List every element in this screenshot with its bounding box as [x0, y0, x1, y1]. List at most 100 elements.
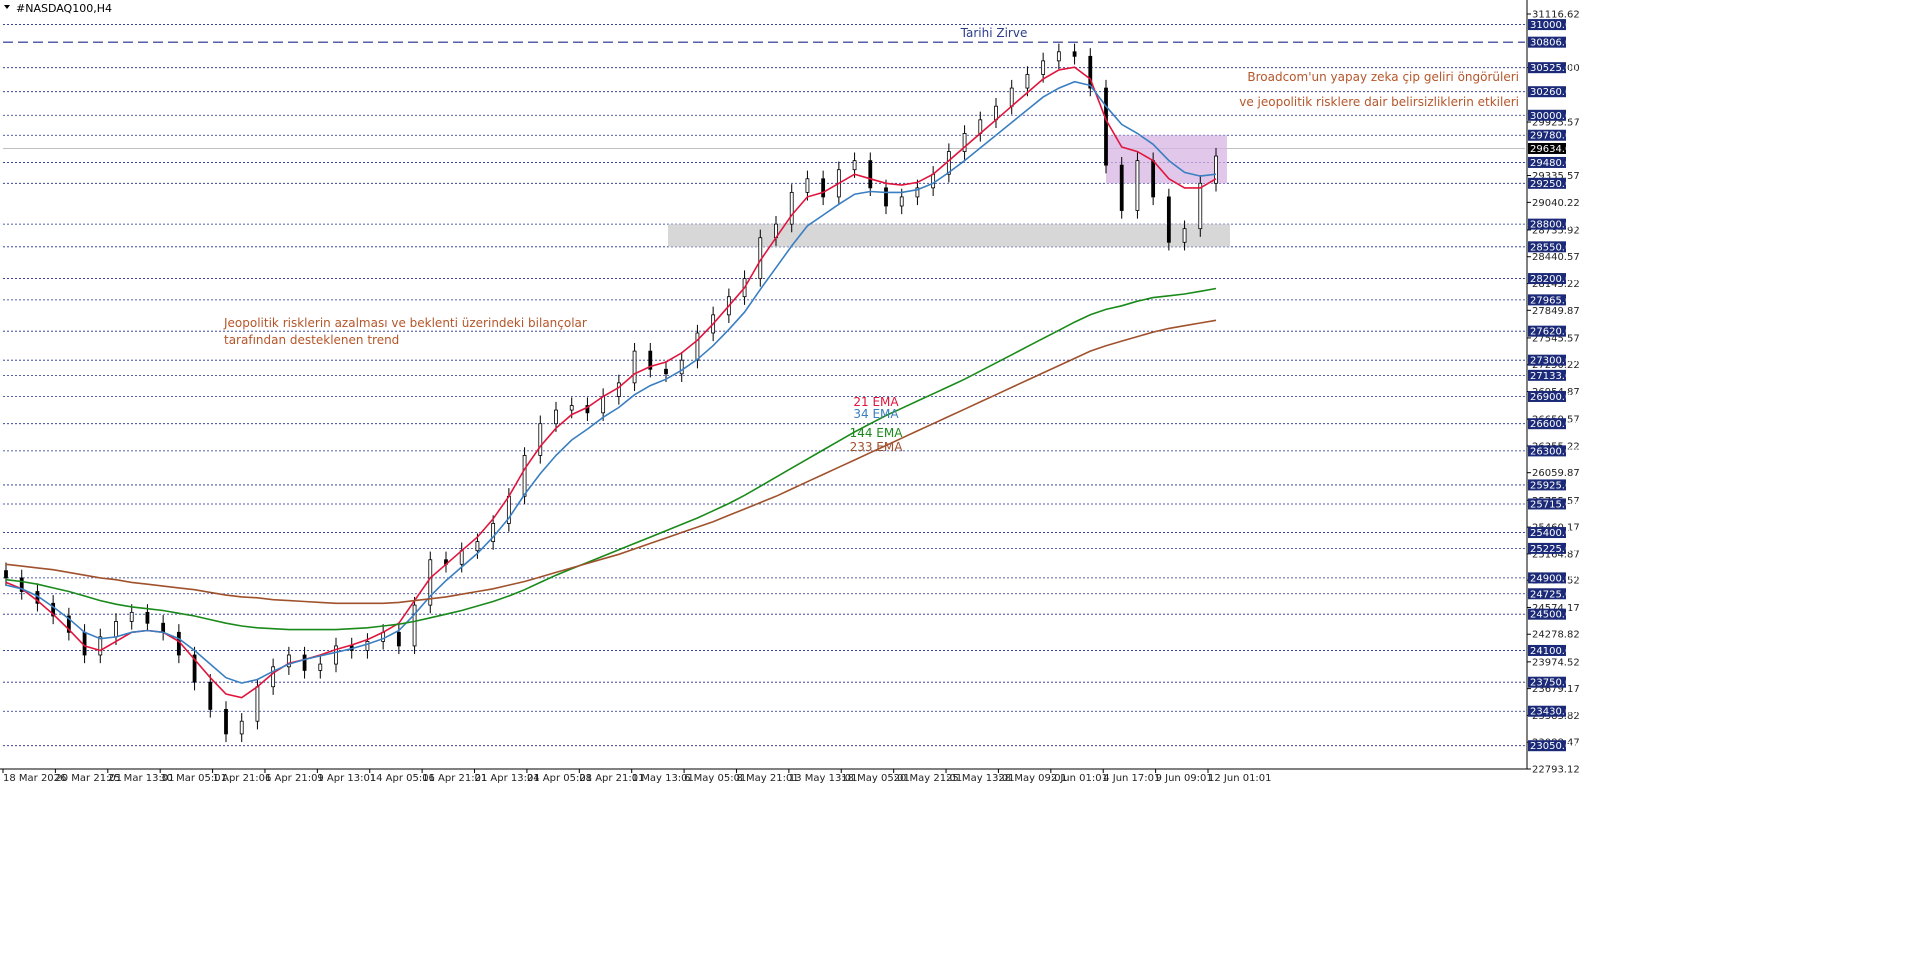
candle-body — [208, 681, 213, 710]
level-label-box — [1528, 218, 1566, 230]
legend-ema34: 34 EMA — [853, 407, 899, 421]
time-tick-label: 1 Apr 21:01 — [213, 773, 272, 784]
candle-body — [491, 523, 496, 543]
level-label-box — [1528, 241, 1566, 253]
time-tick-label: 9 Jun 09:01 — [1156, 773, 1213, 784]
candle-body — [475, 541, 480, 552]
candle-body — [129, 611, 134, 622]
legend-ema144: 144 EMA — [850, 426, 904, 440]
level-label-box — [1528, 418, 1566, 430]
candle-body — [632, 350, 637, 384]
level-label: 25925.00 — [1530, 480, 1578, 491]
candle-body — [66, 615, 71, 633]
time-tick-label: 25 Mar 13:01 — [108, 773, 175, 784]
level-label-box — [1528, 572, 1566, 584]
time-tick-label: 6 Apr 21:01 — [265, 773, 324, 784]
candle-body — [51, 602, 56, 617]
candle-body — [302, 654, 307, 671]
level-label: 26900.00 — [1530, 392, 1578, 403]
level-label-box — [1528, 86, 1566, 98]
ema21-line — [5, 66, 1217, 699]
right-annotation-line2: ve jeopolitik risklere dair belirsizlikl… — [1239, 95, 1519, 109]
price-tick-label: 29925.57 — [1532, 118, 1580, 129]
time-tick-label: 24 Apr 05:01 — [527, 773, 592, 784]
candle-body — [239, 720, 244, 735]
candle-body — [1025, 74, 1030, 89]
time-tick-label: 13 May 13:01 — [789, 773, 858, 784]
time-tick-label: 28 Apr 21:01 — [579, 773, 644, 784]
candle-body — [695, 332, 700, 361]
price-tick-label: 28735.92 — [1532, 225, 1580, 236]
chevron-down-icon[interactable] — [4, 5, 10, 9]
candle-body — [224, 709, 228, 735]
level-label: 24500.00 — [1530, 610, 1578, 621]
candle-body — [4, 570, 8, 579]
candle-body — [884, 187, 888, 207]
level-label-box — [1528, 369, 1566, 381]
candle-body — [1104, 87, 1108, 166]
price-tick-label: 26059.87 — [1532, 468, 1580, 479]
time-tick-label: 8 May 21:01 — [736, 773, 798, 784]
level-label-box — [1528, 177, 1566, 189]
candle-body — [538, 423, 543, 456]
candle-body — [271, 666, 276, 688]
level-label-box — [1528, 62, 1566, 74]
level-label: 23050.00 — [1530, 741, 1578, 752]
time-tick-label: 21 Apr 13:01 — [475, 773, 540, 784]
level-label-box — [1528, 740, 1566, 752]
level-label-box — [1528, 705, 1566, 717]
price-tick-label: 23679.17 — [1532, 684, 1580, 695]
candle-body — [852, 160, 857, 171]
left-annotation-line2: tarafından desteklenen trend — [224, 333, 399, 347]
candle-body — [286, 654, 291, 668]
level-label: 28200.00 — [1530, 274, 1578, 285]
candle-body — [1198, 182, 1203, 230]
candle-body — [98, 636, 103, 656]
candle-body — [145, 611, 150, 624]
price-tick-label: 22793.12 — [1532, 765, 1580, 776]
time-tick-label: 9 Apr 13:01 — [317, 773, 376, 784]
time-tick-label: 4 Jun 17:01 — [1103, 773, 1160, 784]
price-tick-label: 23974.52 — [1532, 657, 1580, 668]
level-label: 27133.00 — [1530, 371, 1578, 382]
level-label: 30525.00 — [1530, 63, 1578, 74]
candle-body — [648, 350, 653, 370]
level-label-box — [1528, 109, 1566, 121]
price-tick-label: 25164.87 — [1532, 549, 1580, 560]
ema-lines — [5, 66, 1217, 699]
candle-body — [1151, 160, 1156, 198]
candle-body — [664, 368, 668, 375]
level-label: 25715.00 — [1530, 499, 1578, 510]
level-label: 27965.00 — [1530, 295, 1578, 306]
candle-body — [412, 604, 417, 647]
level-label: 25225.00 — [1530, 544, 1578, 555]
price-tick-label: 29040.22 — [1532, 198, 1580, 209]
price-tick-label: 24574.17 — [1532, 603, 1580, 614]
candle-body — [1214, 155, 1218, 184]
level-label-box — [1528, 479, 1566, 491]
candle-body — [1088, 55, 1093, 89]
axes: 31116.62 30525.00 29925.57 29335.57 29040.22… — [0, 0, 1580, 784]
candle-body — [1056, 51, 1061, 62]
price-tick-label: 31116.62 — [1532, 10, 1580, 21]
level-label: 23430.00 — [1530, 707, 1578, 718]
level-label-box — [1528, 498, 1566, 510]
candle-body — [365, 640, 370, 651]
level-label-box — [1528, 325, 1566, 337]
candle-body — [522, 455, 527, 497]
level-label: 30806.00 — [1530, 38, 1578, 49]
price-tick-label: 27849.87 — [1532, 306, 1580, 317]
candle-body — [1166, 196, 1171, 243]
level-label: 31000.00 — [1530, 20, 1578, 31]
level-label-box — [1528, 36, 1566, 48]
ema233-line — [5, 319, 1217, 605]
price-tick-label: 28145.22 — [1532, 279, 1580, 290]
time-tick-label: 16 Apr 21:01 — [422, 773, 487, 784]
candle-body — [601, 396, 606, 414]
level-label: 30260.00 — [1530, 87, 1578, 98]
level-label: 29250.00 — [1530, 179, 1578, 190]
candle-body — [192, 654, 197, 683]
candle-body — [1135, 160, 1140, 211]
candle-body — [161, 622, 166, 633]
candle-body — [915, 187, 920, 198]
